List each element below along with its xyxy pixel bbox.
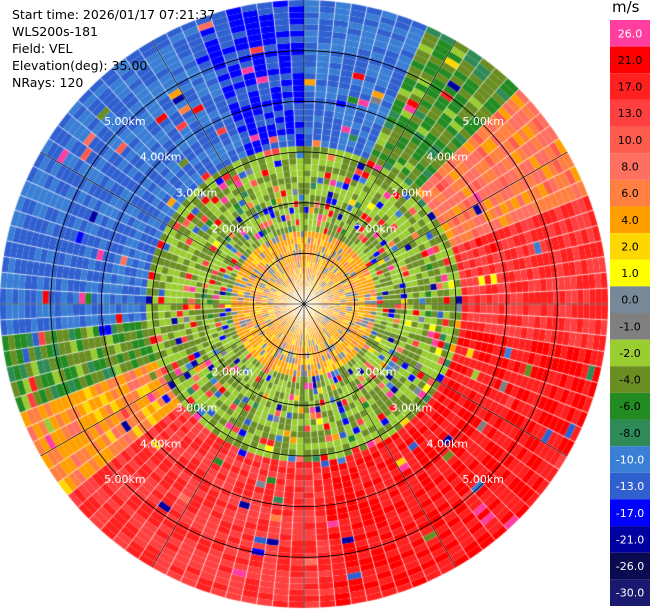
colorbar-tick-label: 13.0: [618, 107, 643, 120]
start-time-label: Start time: 2026/01/17 07:21:37: [12, 7, 216, 22]
colorbar-tick-label: -17.0: [616, 507, 644, 520]
colorbar-swatch: [610, 179, 650, 207]
colorbar-tick-label: -30.0: [616, 587, 644, 600]
colorbar-swatch: [610, 579, 650, 606]
colorbar: 26.0 21.0 17.0 13.0 10.0 8.0 6.0 4.0 2.0 1.0 0.0 -1…: [610, 20, 650, 606]
colorbar-unit: m/s: [612, 0, 640, 16]
colorbar-tick-label: 4.0: [621, 214, 639, 227]
colorbar-swatch: [610, 206, 650, 234]
elevation-label: Elevation(deg): 35.00: [12, 58, 148, 73]
colorbar-swatch: [610, 99, 650, 127]
colorbar-swatch: [610, 73, 650, 100]
azimuth-spoke: [151, 303, 305, 568]
info-panel: Start time: 2026/01/17 07:21:37 WLS200s-…: [12, 6, 215, 91]
colorbar-tick-label: 17.0: [618, 81, 643, 94]
ring-label: 2.00km: [355, 222, 397, 235]
colorbar-swatch: [610, 339, 650, 367]
azimuth-spoke: [303, 303, 568, 457]
colorbar-tick-label: 1.0: [621, 267, 639, 280]
colorbar-swatch: [610, 499, 650, 527]
ring-label: 5.00km: [104, 115, 146, 128]
colorbar-swatch: [610, 419, 650, 447]
colorbar-tick-label: -26.0: [616, 560, 644, 573]
azimuth-spoke: [151, 40, 305, 305]
azimuth-spoke: [303, 151, 568, 305]
ring-label: 3.00km: [176, 401, 218, 414]
colorbar-tick-label: -4.0: [619, 374, 640, 387]
colorbar-swatch: [610, 153, 650, 180]
ring-label: 2.00km: [355, 366, 397, 379]
ring-label: 5.00km: [462, 473, 504, 486]
colorbar-tick-label: -13.0: [616, 480, 644, 493]
colorbar-tick-label: -6.0: [619, 400, 640, 413]
colorbar-swatch: [610, 446, 650, 473]
azimuth-spoke: [40, 151, 305, 305]
ring-label: 3.00km: [391, 187, 433, 200]
nrays-label: NRays: 120: [12, 75, 84, 90]
colorbar-tick-label: 2.0: [621, 240, 639, 253]
colorbar-tick-label: 10.0: [618, 134, 643, 147]
colorbar-swatch: [610, 46, 650, 74]
colorbar-swatch: [610, 472, 650, 500]
colorbar-swatch: [610, 366, 650, 393]
colorbar-tick-label: -2.0: [619, 347, 640, 360]
field-label: Field: VEL: [12, 41, 73, 56]
ring-label: 4.00km: [427, 437, 469, 450]
azimuth-spoke: [303, 303, 457, 568]
colorbar-swatch: [610, 126, 650, 154]
colorbar-tick-label: 0.0: [621, 294, 639, 307]
colorbar-swatch: [610, 552, 650, 580]
colorbar-tick-label: 26.0: [618, 27, 643, 40]
colorbar-swatch: [610, 20, 650, 47]
azimuth-spoke: [40, 303, 305, 457]
range-rings-overlay: 2.00km 2.00km 2.00km 2.00km 3.00km 3.00km 3.00…: [0, 0, 608, 608]
colorbar-tick-label: -1.0: [619, 320, 640, 333]
colorbar-swatch: [610, 313, 650, 340]
ring-label: 4.00km: [140, 437, 182, 450]
colorbar-swatch: [610, 259, 650, 287]
ring-label: 4.00km: [140, 151, 182, 164]
ring-label: 4.00km: [427, 151, 469, 164]
ring-label: 3.00km: [391, 401, 433, 414]
ring-label: 3.00km: [176, 187, 218, 200]
station-label: WLS200s-181: [12, 24, 98, 39]
ring-label: 2.00km: [212, 366, 254, 379]
colorbar-tick-label: -21.0: [616, 533, 644, 546]
azimuth-spoke: [303, 40, 457, 305]
colorbar-swatch: [610, 286, 650, 313]
colorbar-tick-label: 6.0: [621, 187, 639, 200]
colorbar-tick-label: 8.0: [621, 161, 639, 174]
ring-label: 5.00km: [462, 115, 504, 128]
ring-label: 5.00km: [104, 473, 146, 486]
ring-label: 2.00km: [212, 222, 254, 235]
colorbar-tick-label: 21.0: [618, 54, 643, 67]
colorbar-tick-label: -8.0: [619, 427, 640, 440]
colorbar-swatch: [610, 392, 650, 420]
colorbar-tick-label: -10.0: [616, 454, 644, 467]
colorbar-swatch: [610, 526, 650, 553]
colorbar-swatch: [610, 233, 650, 260]
